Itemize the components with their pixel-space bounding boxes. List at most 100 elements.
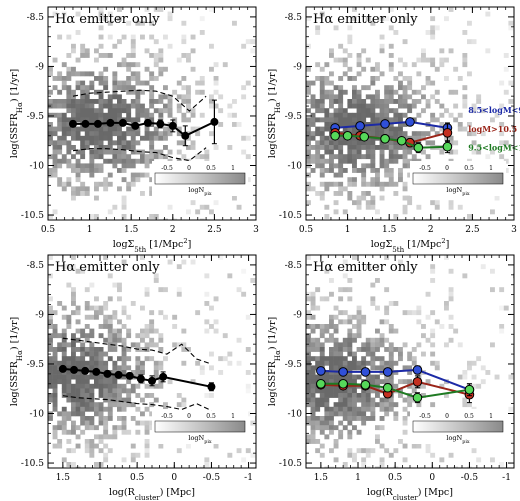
series-label: 8.5<logM<9.5 <box>468 105 520 115</box>
x-tick-label: 0.5 <box>388 473 403 483</box>
y-tick-label: -10.5 <box>279 459 302 469</box>
colorbar-label: logNpix <box>188 186 212 197</box>
colorbar-tick-label: 0.5 <box>206 165 216 172</box>
x-axis-label: logΣ5th [1/Mpc2] <box>113 237 192 254</box>
y-tick-label: -10 <box>30 410 45 420</box>
x-tick-label: 1 <box>87 225 93 235</box>
series-1 <box>58 364 216 392</box>
data-point <box>316 378 326 389</box>
data-point <box>412 365 423 375</box>
data-point <box>68 119 77 128</box>
y-tick-label: -10 <box>30 162 45 172</box>
y-axis-label: log(SSFRHα) [1/yr] <box>9 69 24 158</box>
y-tick-label: -9.5 <box>285 112 303 122</box>
series-1 <box>330 117 453 134</box>
y-tick-label: -10.5 <box>279 211 302 221</box>
colorbar: -0.5 0 0.5 1 logNpix <box>152 409 248 445</box>
x-tick-label: 3 <box>511 225 517 235</box>
x-tick-label: 0 <box>171 473 177 483</box>
x-tick-label: 0 <box>429 473 435 483</box>
y-tick-label: -9.5 <box>27 360 45 370</box>
x-tick-label: 1.5 <box>124 225 139 235</box>
colorbar-label: logNpix <box>446 186 470 197</box>
x-tick-label: -1 <box>502 473 511 483</box>
colorbar-tick-label: 1 <box>489 413 493 420</box>
range-line-lower <box>72 147 207 162</box>
colorbar-tick-label: -0.5 <box>419 165 431 172</box>
panel-4: -0.5 0 0.5 1 logNpix 1.5 1 0.5 0 -0.5 -1 -8.5 -9 -9.5… <box>267 254 515 501</box>
data-point <box>148 376 156 385</box>
data-point <box>405 117 415 127</box>
data-point <box>316 366 326 376</box>
colorbar-tick-label: 0 <box>445 165 449 172</box>
colorbar-tick-label: 0.5 <box>464 165 474 172</box>
series-3 <box>330 130 453 154</box>
data-point <box>360 379 371 390</box>
data-point <box>131 121 140 130</box>
data-point <box>70 365 78 374</box>
panel-1: -0.5 0 0.5 1 logNpix 0.5 1 1.5 2 2.5 3 -8.5 -9 -9.5 -1… <box>9 6 259 254</box>
data-point <box>330 130 340 141</box>
data-point <box>396 135 407 146</box>
data-point <box>92 367 101 376</box>
series-label: 9.5<logM<10.5 <box>468 143 520 153</box>
data-point <box>412 392 423 403</box>
y-tick-label: -9.5 <box>27 112 45 122</box>
data-point <box>413 142 424 153</box>
colorbar-tick-label: 1 <box>489 165 493 172</box>
data-point <box>106 118 115 127</box>
x-tick-label: 1.5 <box>314 473 329 483</box>
data-point <box>118 118 127 127</box>
colorbar-gradient <box>154 172 246 185</box>
colorbar-tick-label: 1 <box>231 165 235 172</box>
data-point <box>136 374 145 383</box>
data-point <box>168 121 177 130</box>
x-tick-label: 0.5 <box>41 225 56 235</box>
y-axis-label: log(SSFRHα) [1/yr] <box>267 69 282 158</box>
colorbar-label: logNpix <box>188 434 212 445</box>
data-point <box>412 377 423 387</box>
y-tick-label: -9.5 <box>285 360 303 370</box>
colorbar: -0.5 0 0.5 1 logNpix <box>152 161 248 197</box>
panel-3: -0.5 0 0.5 1 logNpix 1.5 1 0.5 0 -0.5 -1 -8.5 -9 -9.5… <box>9 254 257 501</box>
data-point <box>338 378 348 389</box>
panel-title: Hα emitter only <box>55 12 160 27</box>
data-point <box>143 118 152 127</box>
y-tick-label: -10 <box>288 410 303 420</box>
data-point <box>181 131 190 140</box>
data-point <box>380 119 390 129</box>
panel-title: Hα emitter only <box>313 12 418 27</box>
colorbar-tick-label: 0 <box>187 165 191 172</box>
panel-2: -0.5 0 0.5 1 logNpix 8.5<logM<9.5 logM>10.5 9.5… <box>267 6 520 254</box>
data-point <box>360 367 371 377</box>
data-point <box>207 382 216 391</box>
data-point <box>159 372 168 381</box>
colorbar-tick-label: 0 <box>187 413 191 420</box>
y-tick-label: -10.5 <box>21 211 44 221</box>
data-point <box>103 369 112 378</box>
colorbar-tick-label: -0.5 <box>161 413 173 420</box>
x-tick-label: 3 <box>253 225 259 235</box>
range-line-upper <box>62 337 212 365</box>
y-tick-label: -9 <box>293 62 302 72</box>
x-tick-label: -0.5 <box>203 473 221 483</box>
colorbar-gradient <box>412 172 504 185</box>
colorbar: -0.5 0 0.5 1 logNpix <box>410 161 506 197</box>
density-map <box>306 7 514 220</box>
panel-title: Hα emitter only <box>313 260 418 275</box>
x-tick-label: 1 <box>97 473 103 483</box>
y-axis-label: log(SSFRHα) [1/yr] <box>267 317 282 406</box>
colorbar-tick-label: 1 <box>231 413 235 420</box>
x-axis-label: log(Rcluster) [Mpc] <box>109 487 195 501</box>
y-axis-label: log(SSFRHα) [1/yr] <box>9 317 24 406</box>
data-point <box>442 141 453 152</box>
x-tick-label: 0.5 <box>130 473 145 483</box>
y-tick-label: -10.5 <box>21 459 44 469</box>
colorbar-tick-label: 0.5 <box>464 413 474 420</box>
data-point <box>355 121 365 131</box>
y-tick-label: -8.5 <box>27 261 45 271</box>
x-tick-label: 0.5 <box>299 225 314 235</box>
data-point <box>382 367 393 377</box>
plot-frame <box>47 6 257 221</box>
